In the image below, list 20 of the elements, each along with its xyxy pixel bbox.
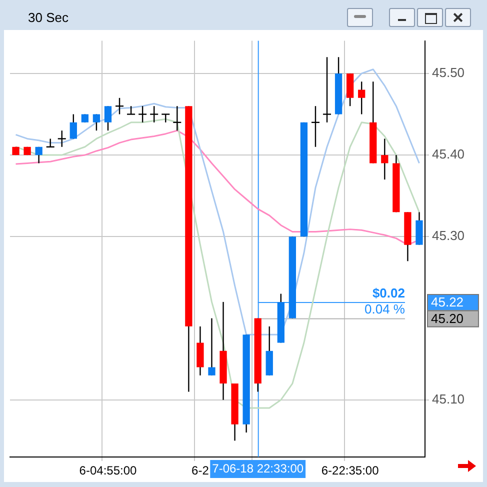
y-tick-label: 45.40 (432, 146, 465, 162)
candlestick (35, 146, 42, 164)
annotation: $0.02 (372, 286, 405, 301)
y-tick-label: 45.30 (432, 228, 465, 244)
candlestick (381, 138, 388, 180)
chart-title: 30 Sec (28, 10, 68, 25)
annotation: 0.04 % (364, 302, 406, 317)
x-tick-label: 6-04:55:00 (79, 464, 137, 478)
candlestick (104, 105, 112, 132)
y-tick-label: 45.10 (432, 391, 465, 406)
y-tick-label: 45.50 (432, 65, 465, 80)
candlestick (70, 114, 77, 140)
ref-line-label: 45.22 (431, 294, 464, 310)
candlestick (208, 318, 216, 376)
x-tick-label: 6-2 (192, 464, 210, 478)
candlestick (92, 114, 100, 132)
x-tick-label: 6-22:35:00 (321, 464, 380, 478)
x-tick-label: 7-06-18 22:33:00 (212, 461, 304, 476)
candlestick (358, 81, 366, 115)
ref-line-label: 45.20 (431, 310, 464, 326)
